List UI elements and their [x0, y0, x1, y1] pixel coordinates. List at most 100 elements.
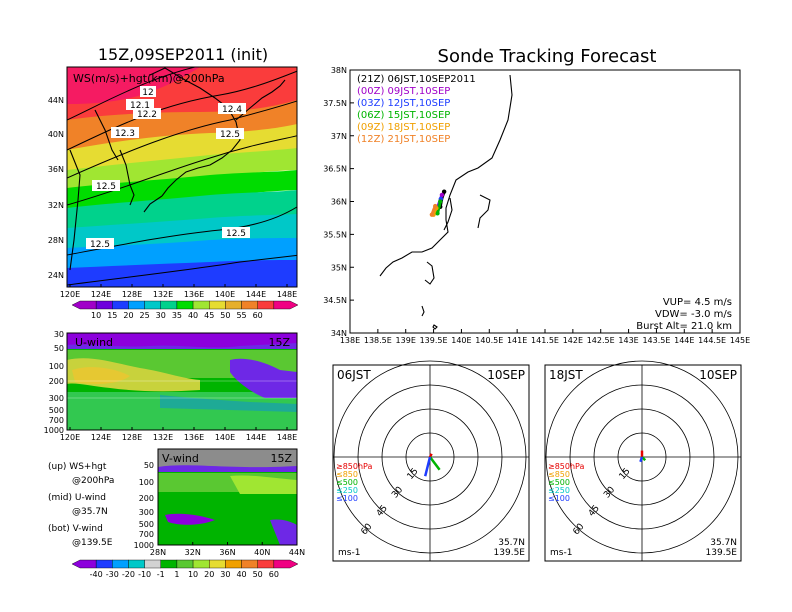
- tick-label: 145E: [730, 336, 750, 345]
- track-lat-ticks: 38N 37.5N 37N 36.5N 36N 35.5N 35N 34.5N 34N: [323, 66, 354, 338]
- colorbar-cell: [144, 300, 161, 310]
- tick-label: 44N: [289, 548, 305, 557]
- tick-label: 36N: [48, 165, 64, 174]
- contour-label-bg: [126, 99, 154, 110]
- contour-label: 12.5: [220, 130, 240, 140]
- tick-label: 140E: [451, 336, 471, 345]
- colorbar-cell: [160, 559, 178, 569]
- track-end: [439, 192, 445, 198]
- tick-label: 28N: [48, 236, 64, 245]
- colorbar-cell: [209, 300, 226, 310]
- tick-label: 144.5E: [698, 336, 726, 345]
- tick-label: 139E: [396, 336, 416, 345]
- hodograph-date: 10SEP: [487, 368, 525, 382]
- tick-label: 36N: [219, 548, 235, 557]
- colorbar-cell: [192, 300, 210, 310]
- tick-label: 144E: [674, 336, 694, 345]
- note-up-a: (up) WS+hgt: [48, 462, 107, 472]
- colorbar-tick: 30: [220, 570, 230, 579]
- contour-label-bg: [92, 180, 120, 191]
- track-coastline: [379, 74, 513, 330]
- colorbar-cell: [128, 559, 145, 569]
- colorbar-cell: [273, 300, 299, 310]
- tick-label: 143E: [618, 336, 638, 345]
- map-frame: [66, 66, 298, 288]
- colorbar-tick: 30: [156, 311, 166, 320]
- contour-label: 12.5: [96, 182, 116, 192]
- tick-label: 32N: [48, 201, 64, 210]
- tick-label: 50: [54, 344, 64, 353]
- colorbar-tick: 20: [204, 570, 214, 579]
- level-label: ≥850hPa: [548, 462, 585, 471]
- colorbar-tick: 35: [172, 311, 182, 320]
- colorbar-tick: -40: [90, 570, 103, 579]
- map-lon-ticks: 120E 124E 128E 132E 136E 140E 144E 148E: [60, 284, 297, 299]
- track-end: [433, 203, 438, 209]
- uwind-lon-ticks: 120E 124E 128E 132E 136E 140E 144E 148E: [60, 427, 297, 442]
- note-bot-b: @139.5E: [72, 538, 113, 548]
- tick-label: 141E: [507, 336, 527, 345]
- tick-label: 148E: [277, 290, 297, 299]
- tick-label: 120E: [60, 433, 80, 442]
- contour-label: 12.5: [90, 240, 110, 250]
- ws-max-band: [67, 67, 200, 104]
- vwind-label: V-wind: [162, 452, 199, 465]
- colorbar-cell: [71, 559, 97, 569]
- colorbar-cell: [241, 300, 258, 310]
- tick-label: 128E: [122, 433, 142, 442]
- tick-label: 35.5N: [323, 230, 347, 239]
- japan-coastline: [69, 67, 286, 271]
- level-label: ≤250: [336, 486, 358, 495]
- tick-label: 141.5E: [531, 336, 559, 345]
- tick-label: 50: [144, 461, 154, 470]
- uwind-frame: [66, 332, 298, 431]
- tick-label: 140E: [215, 290, 235, 299]
- note-up-b: @200hPa: [72, 476, 114, 486]
- colorbar-cell: [95, 559, 113, 569]
- vwind-lat-ticks: 28N 32N 36N 40N 44N: [150, 542, 305, 557]
- colorbar-tick: 40: [188, 311, 198, 320]
- contour-label-bg: [86, 238, 114, 249]
- level-label: ≤100: [336, 494, 358, 503]
- colorbar-cell: [192, 559, 210, 569]
- colorbar-tick: 10: [188, 570, 198, 579]
- tick-label: 1000: [134, 541, 154, 550]
- legend-entry: (21Z) 06JST,10SEP2011: [357, 74, 476, 85]
- note-mid-b: @35.7N: [72, 507, 108, 517]
- tick-label: 44N: [48, 96, 64, 105]
- track-params: VUP= 4.5 m/s VDW= -3.0 m/s Burst Alt= 21…: [636, 297, 732, 332]
- contour-label: 12.2: [137, 110, 157, 120]
- tick-label: 136E: [184, 290, 204, 299]
- tick-label: 38N: [331, 66, 347, 75]
- param-burst: Burst Alt= 21.0 km: [636, 321, 732, 332]
- uwind-label: U-wind: [75, 336, 113, 349]
- contour-label-bg: [222, 227, 250, 238]
- colorbar-cell: [241, 559, 258, 569]
- colorbar-tick: 40: [236, 570, 246, 579]
- track-start: [435, 211, 440, 216]
- contour-label-bg: [140, 86, 156, 97]
- tick-label: 142E: [563, 336, 583, 345]
- colorbar-cell: [71, 300, 97, 310]
- tick-label: 120E: [60, 290, 80, 299]
- tick-label: 144E: [246, 290, 266, 299]
- legend-entry: (00Z) 09JST,10SEP: [357, 86, 450, 97]
- colorbar-cell: [112, 300, 129, 310]
- tick-label: 37N: [331, 132, 347, 141]
- contour-label-bg: [218, 103, 246, 114]
- tick-label: 500: [49, 406, 64, 415]
- tick-label: 124E: [91, 433, 111, 442]
- hodograph-lon: 139.5E: [706, 548, 738, 558]
- tick-label: 100: [49, 362, 64, 371]
- colorbar-tick: 60: [269, 570, 279, 579]
- tick-label: 128E: [122, 290, 142, 299]
- tick-label: 138.5E: [364, 336, 392, 345]
- colorbar-tick: -20: [122, 570, 135, 579]
- tick-label: 37.5N: [323, 99, 347, 108]
- colorbar-wind: [71, 559, 299, 569]
- tick-label: 100: [139, 478, 154, 487]
- colorbar-tick: 50: [253, 570, 263, 579]
- tick-label: 36N: [331, 198, 347, 207]
- tick-label: 200: [139, 494, 154, 503]
